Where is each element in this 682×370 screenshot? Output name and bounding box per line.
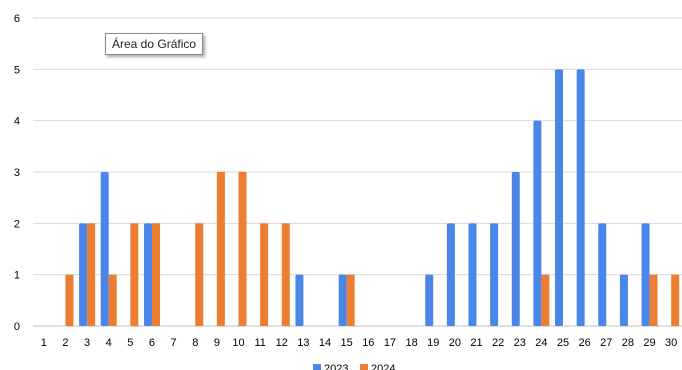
x-tick-label: 23 xyxy=(514,337,526,349)
x-tick-label: 9 xyxy=(214,337,220,349)
x-tick-label: 16 xyxy=(362,337,374,349)
x-tick-label: 14 xyxy=(319,337,331,349)
bars xyxy=(65,69,680,327)
chart-area-tooltip: Área do Gráfico xyxy=(105,33,204,55)
y-tick-label: 4 xyxy=(14,116,20,128)
y-tick-label: 5 xyxy=(14,64,20,76)
x-tick-label: 15 xyxy=(341,337,353,349)
bar-2023-23 xyxy=(511,172,520,326)
x-tick-label: 26 xyxy=(579,337,591,349)
x-tick-label: 28 xyxy=(622,337,634,349)
legend-label: 2023 xyxy=(324,363,348,370)
y-axis-tick-labels: 0 1 2 3 4 5 6 xyxy=(14,13,20,333)
legend: 2023 2024 xyxy=(313,363,395,370)
x-tick-label: 10 xyxy=(232,337,244,349)
bar-2024-10 xyxy=(238,172,247,326)
x-tick-label: 2 xyxy=(62,337,68,349)
legend-swatch-2024 xyxy=(360,364,368,370)
bar-2024-3 xyxy=(87,223,96,326)
bar-2024-11 xyxy=(260,223,269,326)
bar-2023-3 xyxy=(79,223,88,326)
bar-2024-6 xyxy=(151,223,160,326)
x-tick-label: 21 xyxy=(470,337,482,349)
gridlines xyxy=(33,17,682,327)
x-tick-label: 19 xyxy=(427,337,439,349)
y-tick-label: 2 xyxy=(14,218,20,230)
bar-2023-25 xyxy=(555,69,564,326)
x-tick-label: 11 xyxy=(254,337,265,349)
x-tick-label: 13 xyxy=(297,337,309,349)
x-tick-label: 12 xyxy=(276,337,288,349)
bar-2024-29 xyxy=(649,274,658,326)
bar-2023-22 xyxy=(490,223,499,326)
y-tick-label: 0 xyxy=(14,321,20,333)
bar-2024-2 xyxy=(65,274,74,326)
legend-swatch-2023 xyxy=(313,364,321,370)
x-tick-label: 7 xyxy=(171,337,177,349)
bar-2023-4 xyxy=(100,172,109,326)
x-tick-label: 22 xyxy=(492,337,504,349)
x-tick-label: 4 xyxy=(106,337,112,349)
x-tick-label: 30 xyxy=(665,337,677,349)
x-tick-label: 27 xyxy=(600,337,612,349)
bar-2024-8 xyxy=(195,223,204,326)
bar-2024-5 xyxy=(130,223,139,326)
y-tick-label: 3 xyxy=(14,167,20,179)
x-tick-label: 25 xyxy=(557,337,569,349)
y-tick-label: 6 xyxy=(14,13,20,25)
x-tick-label: 6 xyxy=(149,337,155,349)
x-tick-label: 20 xyxy=(449,337,461,349)
bar-2024-24 xyxy=(541,274,550,326)
bar-2023-28 xyxy=(619,274,628,326)
legend-label: 2024 xyxy=(371,363,395,370)
bar-2024-9 xyxy=(216,172,225,326)
x-tick-label: 17 xyxy=(384,337,396,349)
bar-2024-4 xyxy=(108,274,117,326)
bar-2024-30 xyxy=(671,274,680,326)
x-tick-label: 3 xyxy=(84,337,90,349)
bar-2023-26 xyxy=(576,69,585,326)
bar-2023-24 xyxy=(533,120,542,327)
bar-2023-21 xyxy=(468,223,477,326)
bar-2023-15 xyxy=(338,274,347,326)
bar-2023-6 xyxy=(143,223,152,326)
y-tick-label: 1 xyxy=(14,270,20,282)
x-tick-label: 1 xyxy=(41,337,47,349)
x-tick-label: 29 xyxy=(643,337,655,349)
x-tick-label: 24 xyxy=(535,337,547,349)
bar-2023-13 xyxy=(295,274,304,326)
x-tick-label: 18 xyxy=(405,337,417,349)
x-tick-label: 5 xyxy=(127,337,133,349)
x-tick-label: 8 xyxy=(192,337,198,349)
bar-2024-12 xyxy=(281,223,290,326)
bar-2023-29 xyxy=(641,223,650,326)
x-axis-tick-labels: 1 2 3 4 5 6 7 8 9 10 11 12 13 14 15 16 17 18 19 20 21 22 23 24 2… xyxy=(41,337,678,349)
bar-2023-20 xyxy=(446,223,455,326)
bar-2023-27 xyxy=(598,223,607,326)
bar-2023-19 xyxy=(425,274,434,326)
bar-2024-15 xyxy=(346,274,355,326)
